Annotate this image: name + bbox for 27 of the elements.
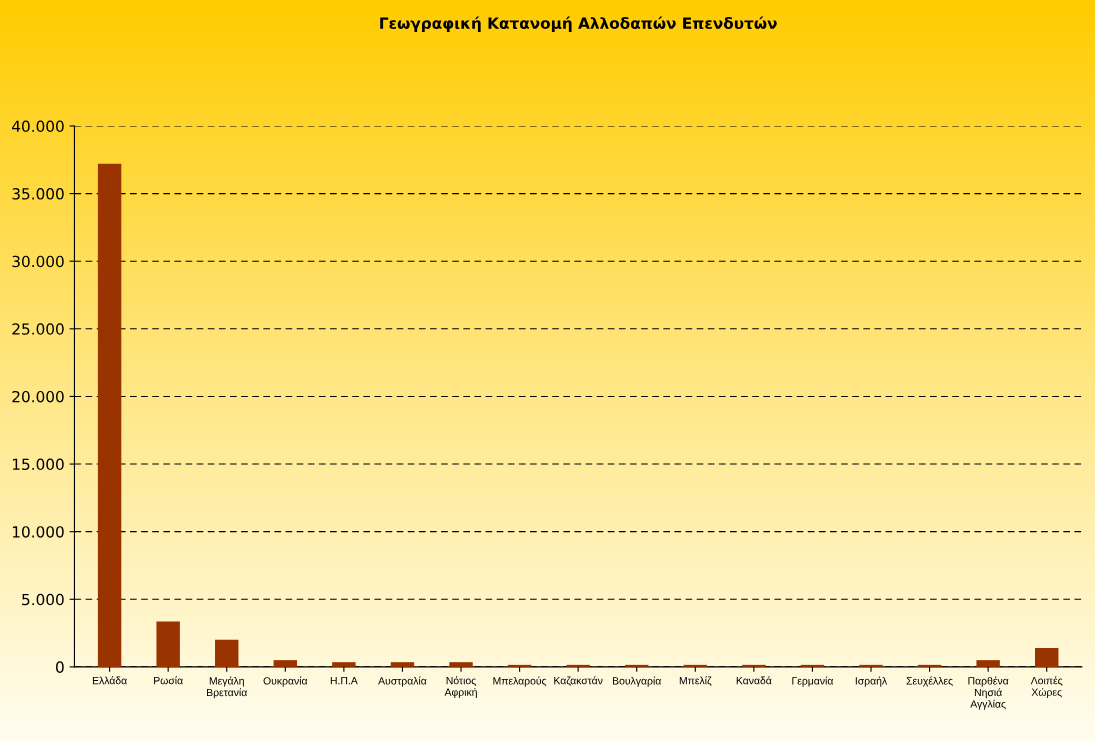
y-tick-label: 10.000 (12, 526, 64, 538)
x-tick-label: Ουκρανία (263, 676, 308, 687)
x-tick-label: Νότιος Αφρική (444, 676, 477, 698)
x-tick-label: Ελλάδα (92, 676, 127, 685)
y-tick-label: 20.000 (12, 390, 64, 403)
x-tick-label: Καναδά (736, 676, 772, 685)
x-tick-label: Μεγάλη Βρετανία (207, 676, 247, 699)
x-tick-label: Αυστραλία (378, 676, 427, 687)
x-tick-label: Η.Π.Α (330, 677, 358, 685)
x-tick-label: Μπελίζ (679, 676, 712, 686)
y-tick-label: 0 (56, 661, 64, 673)
x-tick-label: Καζακστάν (554, 676, 603, 686)
y-tick-label: 15.000 (12, 458, 64, 471)
y-tick-label: 30.000 (12, 255, 64, 268)
x-tick-label: Βουλγαρία (613, 676, 661, 687)
x-tick-label: Μπελαρούς (493, 676, 547, 687)
x-tick-label: Ισραήλ (855, 676, 888, 687)
chart-title: Γεωγραφική Κατανομή Αλλοδαπών Επενδυτών (380, 16, 777, 32)
y-tick-label: 40.000 (12, 120, 64, 132)
y-tick-label: 35.000 (12, 188, 64, 200)
x-tick-label: Ρωσία (154, 676, 183, 685)
x-tick-label: Παρθένα Νησιά Αγγλίας (968, 676, 1009, 710)
y-tick-label: 25.000 (12, 323, 64, 335)
y-tick-label: 5.000 (22, 593, 64, 606)
x-tick-label: Γερμανία (792, 676, 834, 687)
x-tick-label: Λοιπές Χώρες (1030, 676, 1063, 698)
x-tick-label: Σευχέλλες (906, 676, 953, 687)
